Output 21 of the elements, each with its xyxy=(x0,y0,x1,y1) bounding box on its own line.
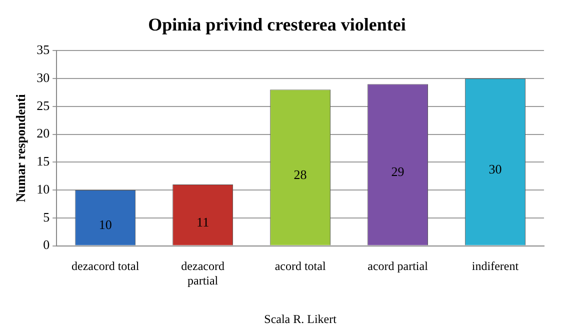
data-label: 29 xyxy=(391,164,404,180)
y-tick-label: 0 xyxy=(43,237,50,252)
y-tick-label: 15 xyxy=(36,154,50,169)
x-tick-label: acord total xyxy=(274,259,326,274)
y-tick-label: 5 xyxy=(43,209,50,224)
y-axis-title: Numar respondenti xyxy=(13,94,28,202)
x-tick-label: indiferent xyxy=(472,259,520,274)
x-axis-title: Scala R. Likert xyxy=(264,312,338,326)
data-label: 11 xyxy=(196,214,210,230)
y-tick-label: 30 xyxy=(36,70,50,85)
x-tick-label: dezacord partial xyxy=(181,259,224,288)
y-tick-label: 25 xyxy=(36,98,50,113)
chart-title: Opinia privind cresterea violentei xyxy=(148,14,406,34)
x-tick-label: dezacord total xyxy=(72,259,140,274)
data-label: 28 xyxy=(294,166,307,182)
data-label: 30 xyxy=(488,161,502,176)
y-tick-label: 20 xyxy=(36,126,50,141)
x-tick-label: acord partial xyxy=(368,259,429,274)
data-label: 10 xyxy=(98,217,112,232)
y-tick-label: 35 xyxy=(36,42,50,58)
y-tick-label: 10 xyxy=(36,181,50,196)
